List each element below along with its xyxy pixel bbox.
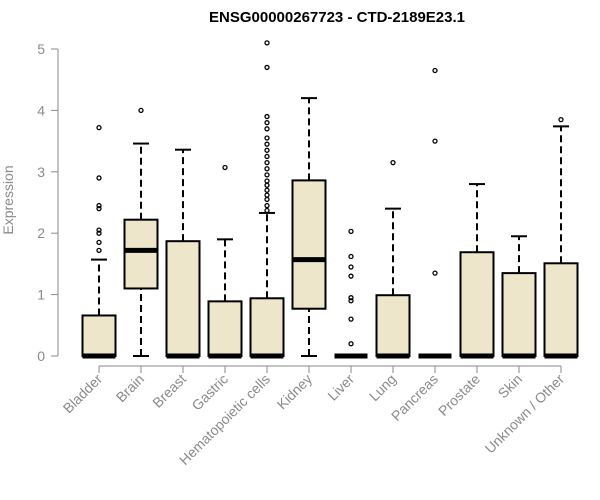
outlier-point <box>264 147 270 153</box>
outlier-point <box>96 239 102 246</box>
outlier-point <box>264 159 270 166</box>
box-body <box>375 294 411 357</box>
outlier-point <box>264 202 270 209</box>
outlier-point <box>264 120 270 126</box>
x-tick-label: Skin <box>495 371 526 402</box>
outlier-point <box>348 264 354 270</box>
x-tick-label: Kidney <box>274 371 316 413</box>
y-tick-label: 2 <box>37 225 45 241</box>
outlier-point <box>264 40 270 46</box>
y-axis-label: Expression <box>0 165 16 234</box>
outlier-point <box>348 316 354 322</box>
outlier-point <box>264 64 270 71</box>
outlier-point <box>264 192 270 198</box>
box-lung <box>375 159 411 359</box>
box-body <box>123 218 159 290</box>
outlier-point <box>96 175 102 181</box>
box-body <box>501 272 537 357</box>
outlier-point <box>348 298 354 304</box>
box-body <box>543 262 579 358</box>
box-body <box>165 240 201 358</box>
outlier-point <box>264 178 270 184</box>
box-unknown-other <box>543 116 579 359</box>
box-liver <box>334 228 368 359</box>
outlier-point <box>264 135 270 141</box>
outlier-point <box>348 295 354 301</box>
box-pancreas <box>418 67 452 359</box>
outlier-point <box>348 341 354 347</box>
box-body <box>249 297 285 357</box>
y-tick-label: 4 <box>37 102 45 118</box>
chart-title: ENSG00000267723 - CTD-2189E23.1 <box>209 9 465 26</box>
outlier-point <box>96 227 102 233</box>
box-body <box>291 179 327 310</box>
outlier-point <box>348 273 354 279</box>
box-gastric <box>207 164 243 359</box>
outlier-point <box>348 228 354 235</box>
x-tick-label: Pancreas <box>388 371 441 424</box>
box-body <box>207 300 243 358</box>
x-tick-label: Bladder <box>60 371 106 417</box>
outlier-point <box>390 159 396 166</box>
outlier-point <box>264 182 270 188</box>
outlier-point <box>432 138 438 144</box>
outlier-point <box>96 205 102 212</box>
y-tick-label: 0 <box>37 348 45 364</box>
box-brain <box>123 107 159 357</box>
outlier-point <box>264 172 270 178</box>
box-body <box>81 314 117 358</box>
outlier-point <box>264 207 270 214</box>
outlier-point <box>138 107 144 114</box>
outlier-point <box>264 113 270 120</box>
x-tick-label: Lung <box>366 371 399 404</box>
outlier-point <box>96 202 102 209</box>
outlier-point <box>558 116 564 123</box>
outlier-point <box>264 153 270 160</box>
outlier-point <box>264 187 270 193</box>
box-hematopoietic-cells <box>249 40 285 359</box>
box-prostate <box>459 183 495 359</box>
outlier-point <box>264 141 270 147</box>
y-tick-label: 1 <box>37 287 45 303</box>
outlier-point <box>222 164 228 171</box>
outlier-point <box>348 253 354 260</box>
box-skin <box>501 235 537 359</box>
outlier-point <box>96 124 102 131</box>
y-tick-label: 3 <box>37 164 45 180</box>
x-tick-label: Liver <box>324 371 357 404</box>
y-tick-label: 5 <box>37 41 45 57</box>
box-series <box>81 40 579 359</box>
x-tick-label: Unknown / Other <box>482 371 568 457</box>
outlier-point <box>432 67 438 74</box>
outlier-point <box>264 166 270 172</box>
box-body <box>459 251 495 357</box>
x-tick-label: Breast <box>149 371 189 411</box>
outlier-point <box>96 247 102 254</box>
outlier-point <box>264 126 270 132</box>
outlier-point <box>432 270 438 276</box>
outlier-point <box>96 230 102 236</box>
box-bladder <box>81 124 117 359</box>
outlier-point <box>264 196 270 203</box>
box-kidney <box>291 97 327 357</box>
x-tick-label: Brain <box>113 371 147 405</box>
x-tick-label: Prostate <box>435 371 483 419</box>
y-axis: 0 1 2 3 4 5 <box>37 41 59 364</box>
box-breast <box>165 148 201 359</box>
